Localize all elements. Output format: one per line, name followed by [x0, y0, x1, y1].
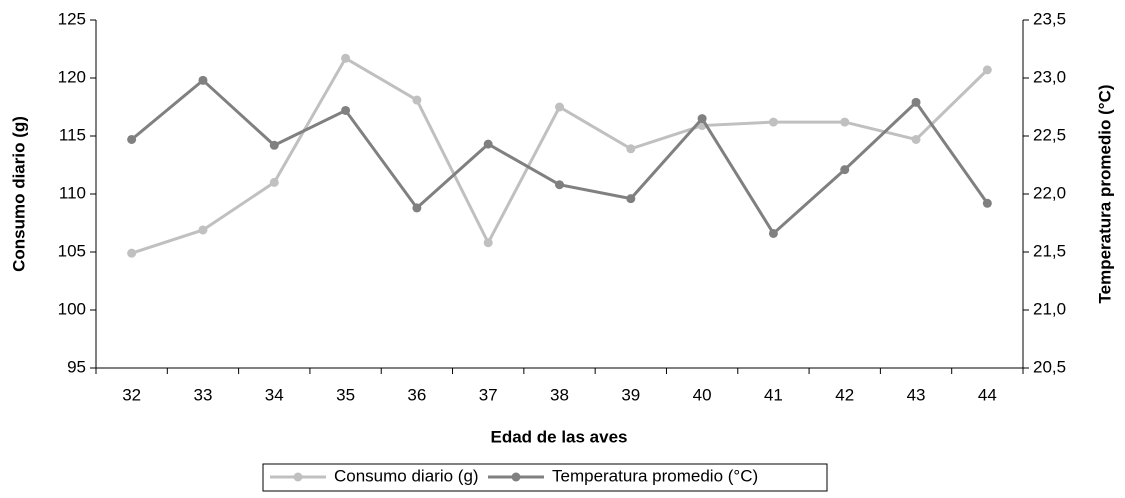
data-point: [483, 139, 493, 149]
data-point: [483, 238, 493, 248]
x-tick-label: 33: [194, 385, 213, 404]
data-point: [626, 144, 636, 154]
x-tick-label: 43: [907, 385, 926, 404]
y-tick-label: 110: [59, 183, 86, 202]
data-point: [626, 194, 636, 204]
data-point: [341, 105, 351, 115]
data-point: [911, 134, 921, 144]
x-tick-label: 44: [978, 385, 997, 404]
x-tick-label: 40: [693, 385, 712, 404]
legend-marker: [293, 472, 303, 482]
data-point: [555, 102, 564, 112]
data-point: [982, 65, 992, 75]
data-point: [269, 177, 279, 187]
x-tick-label: 42: [835, 385, 854, 404]
y-tick-label: 115: [59, 125, 86, 144]
data-point: [127, 134, 137, 144]
x-tick-label: 35: [336, 385, 355, 404]
legend-marker: [511, 472, 521, 482]
y2-tick-label: 22,5: [1033, 125, 1066, 144]
y-tick-label: 120: [58, 67, 86, 86]
data-point: [341, 53, 351, 63]
y2-tick-label: 23,0: [1033, 67, 1066, 86]
y2-tick-label: 21,5: [1033, 241, 1066, 260]
data-point: [412, 95, 422, 105]
data-point: [555, 180, 564, 190]
y-tick-label: 95: [67, 357, 86, 376]
y2-tick-label: 22,0: [1033, 183, 1066, 202]
data-point: [840, 117, 850, 127]
y-tick-label: 125: [58, 9, 86, 28]
x-tick-label: 37: [479, 385, 498, 404]
y2-axis-label: Temperatura promedio (°C): [1095, 84, 1114, 303]
y2-tick-label: 21,0: [1033, 299, 1066, 318]
data-point: [768, 117, 778, 127]
legend-box: [262, 463, 828, 492]
y-axis-label: Consumo diario (g): [9, 116, 28, 272]
y2-tick-label: 20,5: [1033, 357, 1066, 376]
legend-label: Temperatura promedio (°C): [552, 466, 758, 485]
x-tick-label: 41: [764, 385, 783, 404]
data-point: [269, 140, 279, 150]
x-tick-label: 36: [407, 385, 426, 404]
x-tick-label: 38: [550, 385, 569, 404]
data-point: [198, 75, 208, 85]
y-tick-label: 100: [58, 299, 86, 318]
data-point: [911, 97, 921, 107]
data-point: [840, 165, 850, 175]
data-point: [127, 248, 137, 258]
legend-label: Consumo diario (g): [334, 466, 479, 485]
data-point: [768, 228, 778, 238]
y-tick-label: 105: [58, 241, 86, 260]
data-point: [982, 198, 992, 208]
x-axis-label: Edad de las aves: [490, 427, 627, 446]
x-tick-label: 39: [621, 385, 640, 404]
x-tick-label: 34: [265, 385, 284, 404]
y2-tick-label: 23,5: [1033, 9, 1066, 28]
data-point: [412, 203, 422, 213]
data-point: [198, 225, 208, 235]
x-tick-label: 32: [122, 385, 141, 404]
data-point: [697, 114, 707, 124]
